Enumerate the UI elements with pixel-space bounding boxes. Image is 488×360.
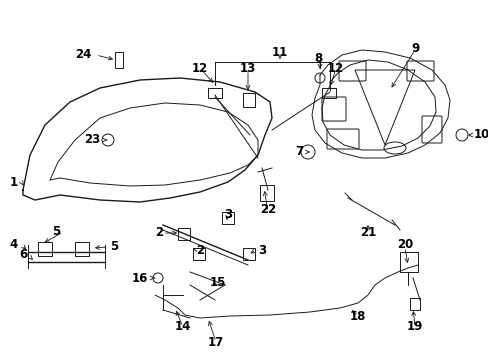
Text: 17: 17 — [207, 336, 224, 348]
Text: 18: 18 — [349, 310, 366, 323]
Text: 22: 22 — [259, 203, 276, 216]
Text: 10: 10 — [473, 129, 488, 141]
Bar — [178, 228, 190, 240]
Bar — [38, 242, 52, 256]
Text: 20: 20 — [396, 238, 412, 252]
Text: 12: 12 — [327, 62, 344, 75]
Text: 6: 6 — [20, 248, 28, 261]
Bar — [260, 185, 273, 201]
Text: 8: 8 — [313, 51, 322, 64]
Text: 3: 3 — [224, 208, 232, 221]
Bar — [222, 212, 234, 224]
Bar — [243, 248, 254, 260]
Text: 11: 11 — [271, 45, 287, 58]
Text: 9: 9 — [410, 41, 418, 54]
Bar — [409, 298, 419, 310]
Bar — [115, 52, 123, 68]
Text: 12: 12 — [191, 62, 208, 75]
Text: 5: 5 — [52, 225, 60, 238]
Text: 2: 2 — [155, 226, 163, 239]
Text: 2: 2 — [196, 243, 203, 256]
Text: 13: 13 — [240, 62, 256, 75]
Bar — [207, 88, 222, 98]
Text: 23: 23 — [83, 134, 100, 147]
Bar — [75, 242, 89, 256]
Text: 16: 16 — [131, 271, 148, 284]
Text: 3: 3 — [258, 243, 265, 256]
Text: 7: 7 — [294, 145, 303, 158]
Text: 1: 1 — [10, 176, 18, 189]
Text: 24: 24 — [76, 49, 92, 62]
Text: 21: 21 — [359, 226, 375, 239]
Text: 15: 15 — [209, 275, 226, 288]
Bar — [243, 93, 254, 107]
Bar — [399, 252, 417, 272]
Text: 19: 19 — [406, 320, 422, 333]
Bar — [321, 88, 335, 98]
Text: 14: 14 — [174, 320, 191, 333]
Bar — [193, 248, 204, 260]
Text: 4: 4 — [10, 238, 18, 252]
Text: 5: 5 — [110, 240, 118, 253]
